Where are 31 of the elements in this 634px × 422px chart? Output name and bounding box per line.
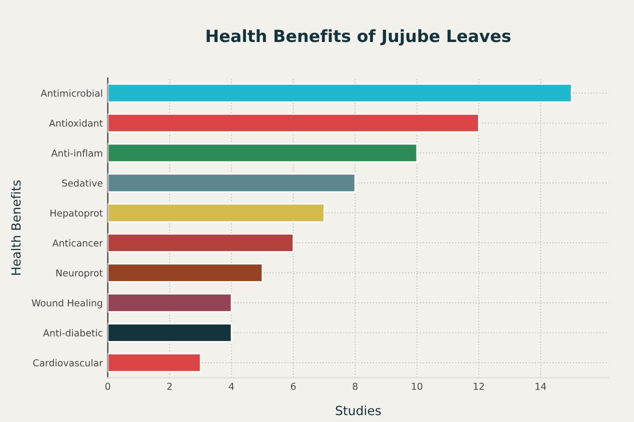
- y-axis-title: Health Benefits: [11, 180, 21, 275]
- x-tick-label: 8: [352, 382, 358, 390]
- bar: [108, 143, 418, 163]
- y-tick-label: Cardiovascular: [33, 359, 103, 366]
- y-tick-label: Hepatoprot: [50, 210, 103, 218]
- y-tick-label: Anticancer: [52, 239, 103, 247]
- y-tick-label: Antimicrobial: [40, 89, 102, 97]
- bar: [108, 263, 264, 283]
- y-tick-label: Wound Healing: [32, 299, 102, 308]
- bar: [108, 203, 325, 223]
- x-tick-label: 4: [228, 382, 234, 390]
- bar: [108, 173, 356, 193]
- x-tick-label: 6: [290, 382, 296, 390]
- bar: [108, 323, 232, 342]
- x-tick-label: 0: [105, 382, 110, 390]
- bar: [108, 233, 294, 253]
- chart-title: Health Benefits of Jujube Leaves: [206, 29, 510, 46]
- bar: [108, 293, 232, 312]
- y-tick-label: Anti-inflam: [51, 149, 102, 157]
- x-tick-label: 2: [167, 382, 172, 390]
- y-tick-label: Sedative: [62, 179, 102, 187]
- y-tick-label: Neuroprot: [56, 270, 103, 278]
- y-tick-label: Anti-diabetic: [43, 329, 102, 336]
- bar: [108, 113, 480, 133]
- x-tick-label: 10: [412, 382, 422, 390]
- x-tick-label: 14: [536, 382, 546, 390]
- y-tick-label: Antioxidant: [49, 119, 103, 127]
- bar: [108, 353, 202, 372]
- x-axis-title: Studies: [336, 406, 381, 416]
- x-tick-label: 12: [474, 382, 484, 390]
- bar: [108, 83, 572, 103]
